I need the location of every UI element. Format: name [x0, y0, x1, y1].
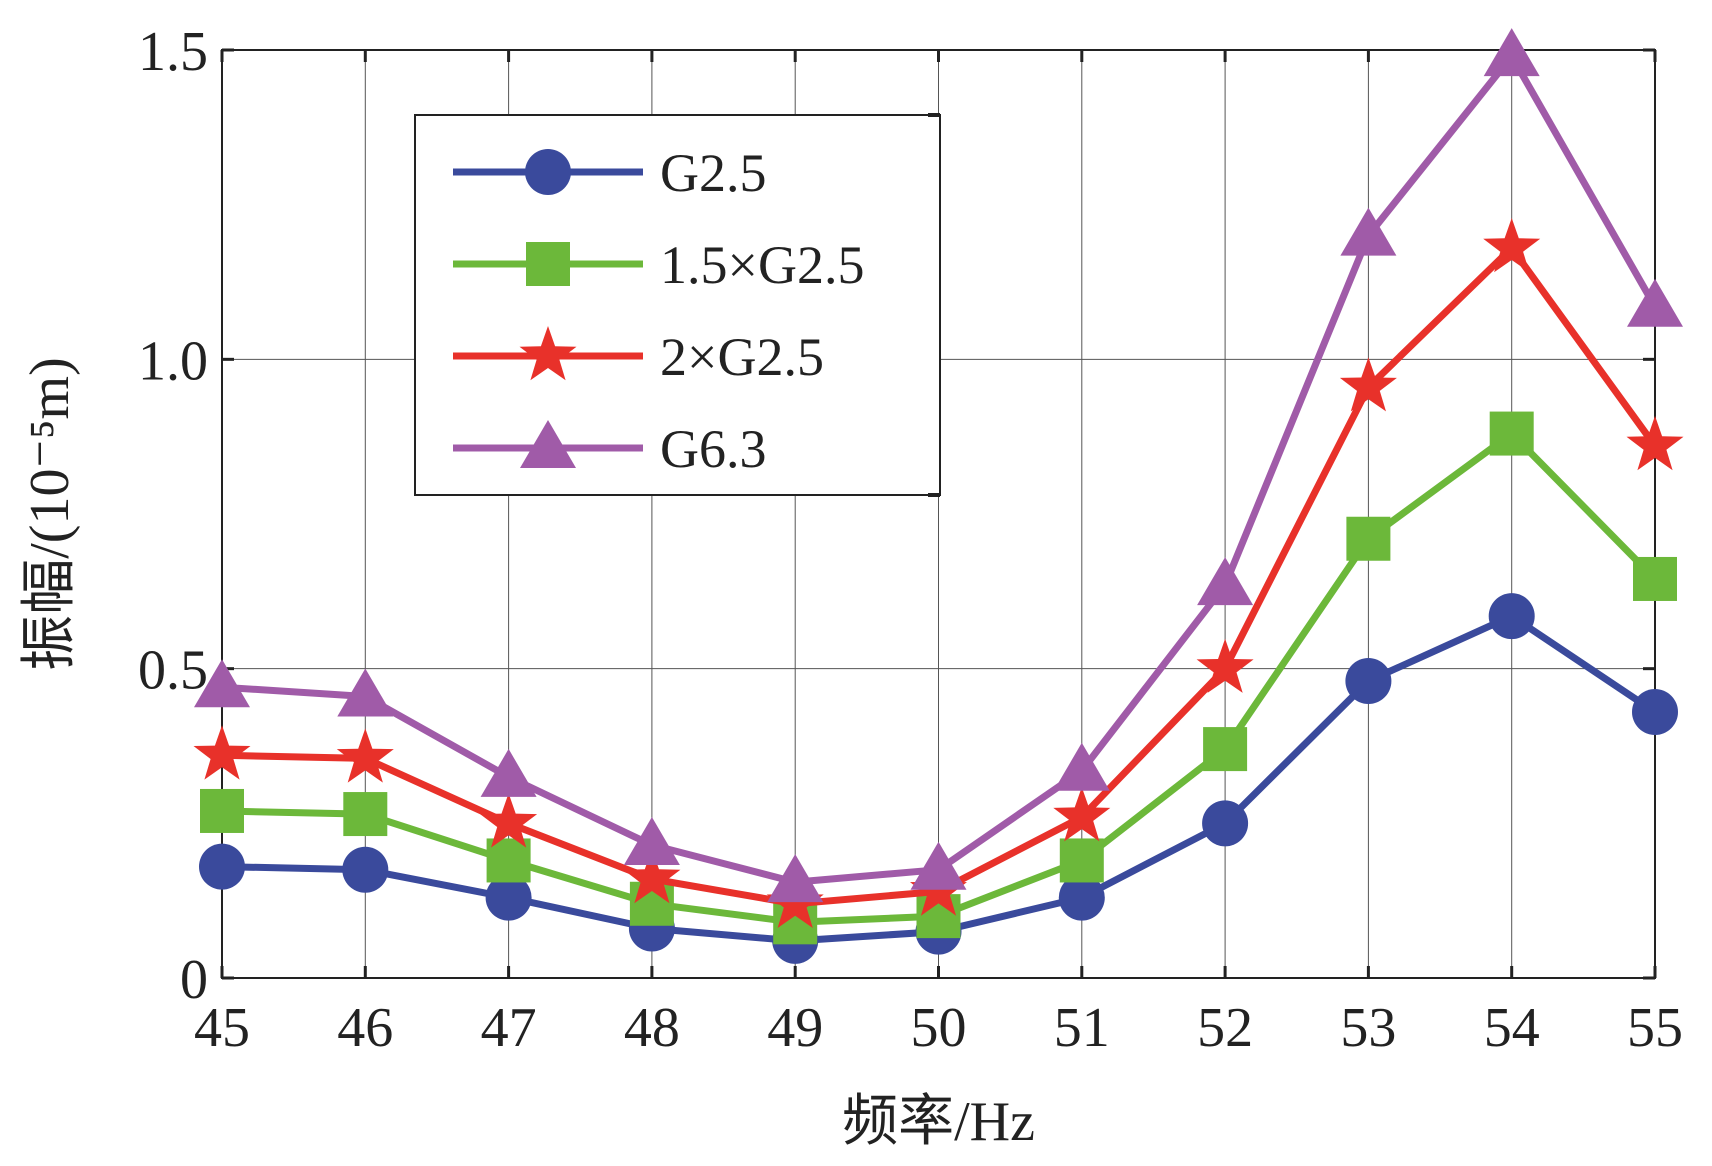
y-tick-label: 1.5	[138, 21, 208, 83]
data-point	[1483, 218, 1541, 273]
data-point	[1489, 411, 1534, 456]
data-point	[1339, 357, 1397, 412]
x-tick-label: 54	[1484, 997, 1540, 1059]
legend-item: 2×G2.5	[453, 326, 824, 387]
legend-marker	[525, 149, 571, 195]
data-point	[623, 849, 681, 904]
data-point	[767, 854, 824, 903]
y-tick-label: 0.5	[138, 640, 208, 702]
data-point	[910, 841, 967, 890]
legend-label: G6.3	[660, 419, 767, 479]
data-point	[343, 792, 388, 837]
series-1-5-g2-5	[200, 411, 1677, 945]
data-point	[336, 728, 394, 783]
legend-item: 1.5×G2.5	[453, 235, 864, 295]
data-point	[1632, 688, 1678, 735]
x-tick-label: 47	[481, 997, 537, 1059]
data-point	[200, 788, 244, 833]
data-point	[1340, 207, 1397, 256]
legend-marker	[520, 420, 576, 468]
data-point	[1488, 593, 1535, 640]
x-axis-label: 频率/Hz	[842, 1091, 1035, 1153]
legend-label: 1.5×G2.5	[660, 235, 864, 295]
data-point	[337, 668, 394, 717]
data-point	[194, 659, 250, 708]
x-tick-label: 49	[767, 997, 823, 1059]
data-point	[199, 843, 245, 890]
y-tick-label: 0	[180, 949, 208, 1011]
x-tick-label: 46	[337, 997, 393, 1059]
data-point	[1058, 874, 1105, 921]
legend-item: G6.3	[453, 419, 767, 479]
x-tick-label: 53	[1340, 997, 1396, 1059]
data-point	[1196, 638, 1254, 693]
legend: G2.5 1.5×G2.5 2×G2.5 G6.3	[414, 113, 941, 497]
data-point	[1483, 28, 1540, 77]
data-point	[1203, 727, 1248, 772]
data-point	[1346, 516, 1391, 561]
data-point	[1627, 278, 1683, 327]
y-tick-label: 1.0	[138, 330, 208, 392]
data-point	[1633, 556, 1677, 601]
data-point	[342, 846, 389, 893]
series-g6-3	[194, 28, 1683, 903]
axis-ticks	[220, 48, 1657, 980]
x-tick-label: 51	[1054, 997, 1110, 1059]
x-tick-label: 55	[1627, 997, 1683, 1059]
y-tick-labels: 0 0.5 1.0 1.5	[138, 21, 208, 1011]
data-point	[1345, 658, 1392, 705]
data-point	[623, 816, 680, 865]
data-point	[1053, 742, 1110, 791]
data-point	[1202, 800, 1249, 847]
data-point	[1053, 787, 1111, 842]
series-group	[193, 28, 1684, 964]
data-point	[480, 748, 537, 797]
data-point	[1197, 557, 1254, 606]
x-tick-label: 50	[911, 997, 967, 1059]
data-point	[1059, 838, 1104, 883]
data-point	[193, 725, 251, 780]
data-point	[486, 838, 531, 883]
legend-label: 2×G2.5	[660, 327, 824, 387]
x-tick-label: 52	[1197, 997, 1253, 1059]
legend-label: G2.5	[660, 143, 767, 203]
data-point	[480, 793, 538, 848]
data-point	[485, 874, 532, 921]
legend-box	[414, 114, 941, 496]
legend-item: G2.5	[453, 143, 767, 203]
legend-marker	[526, 242, 570, 286]
y-axis-label: 振幅/(10⁻⁵m)	[19, 357, 81, 671]
x-tick-label: 48	[624, 997, 680, 1059]
data-point	[1626, 415, 1684, 471]
legend-marker	[519, 326, 577, 381]
x-tick-labels: 45 46 47 48 49 50 51 52 53 54 55	[194, 997, 1683, 1059]
x-tick-label: 45	[194, 997, 250, 1059]
